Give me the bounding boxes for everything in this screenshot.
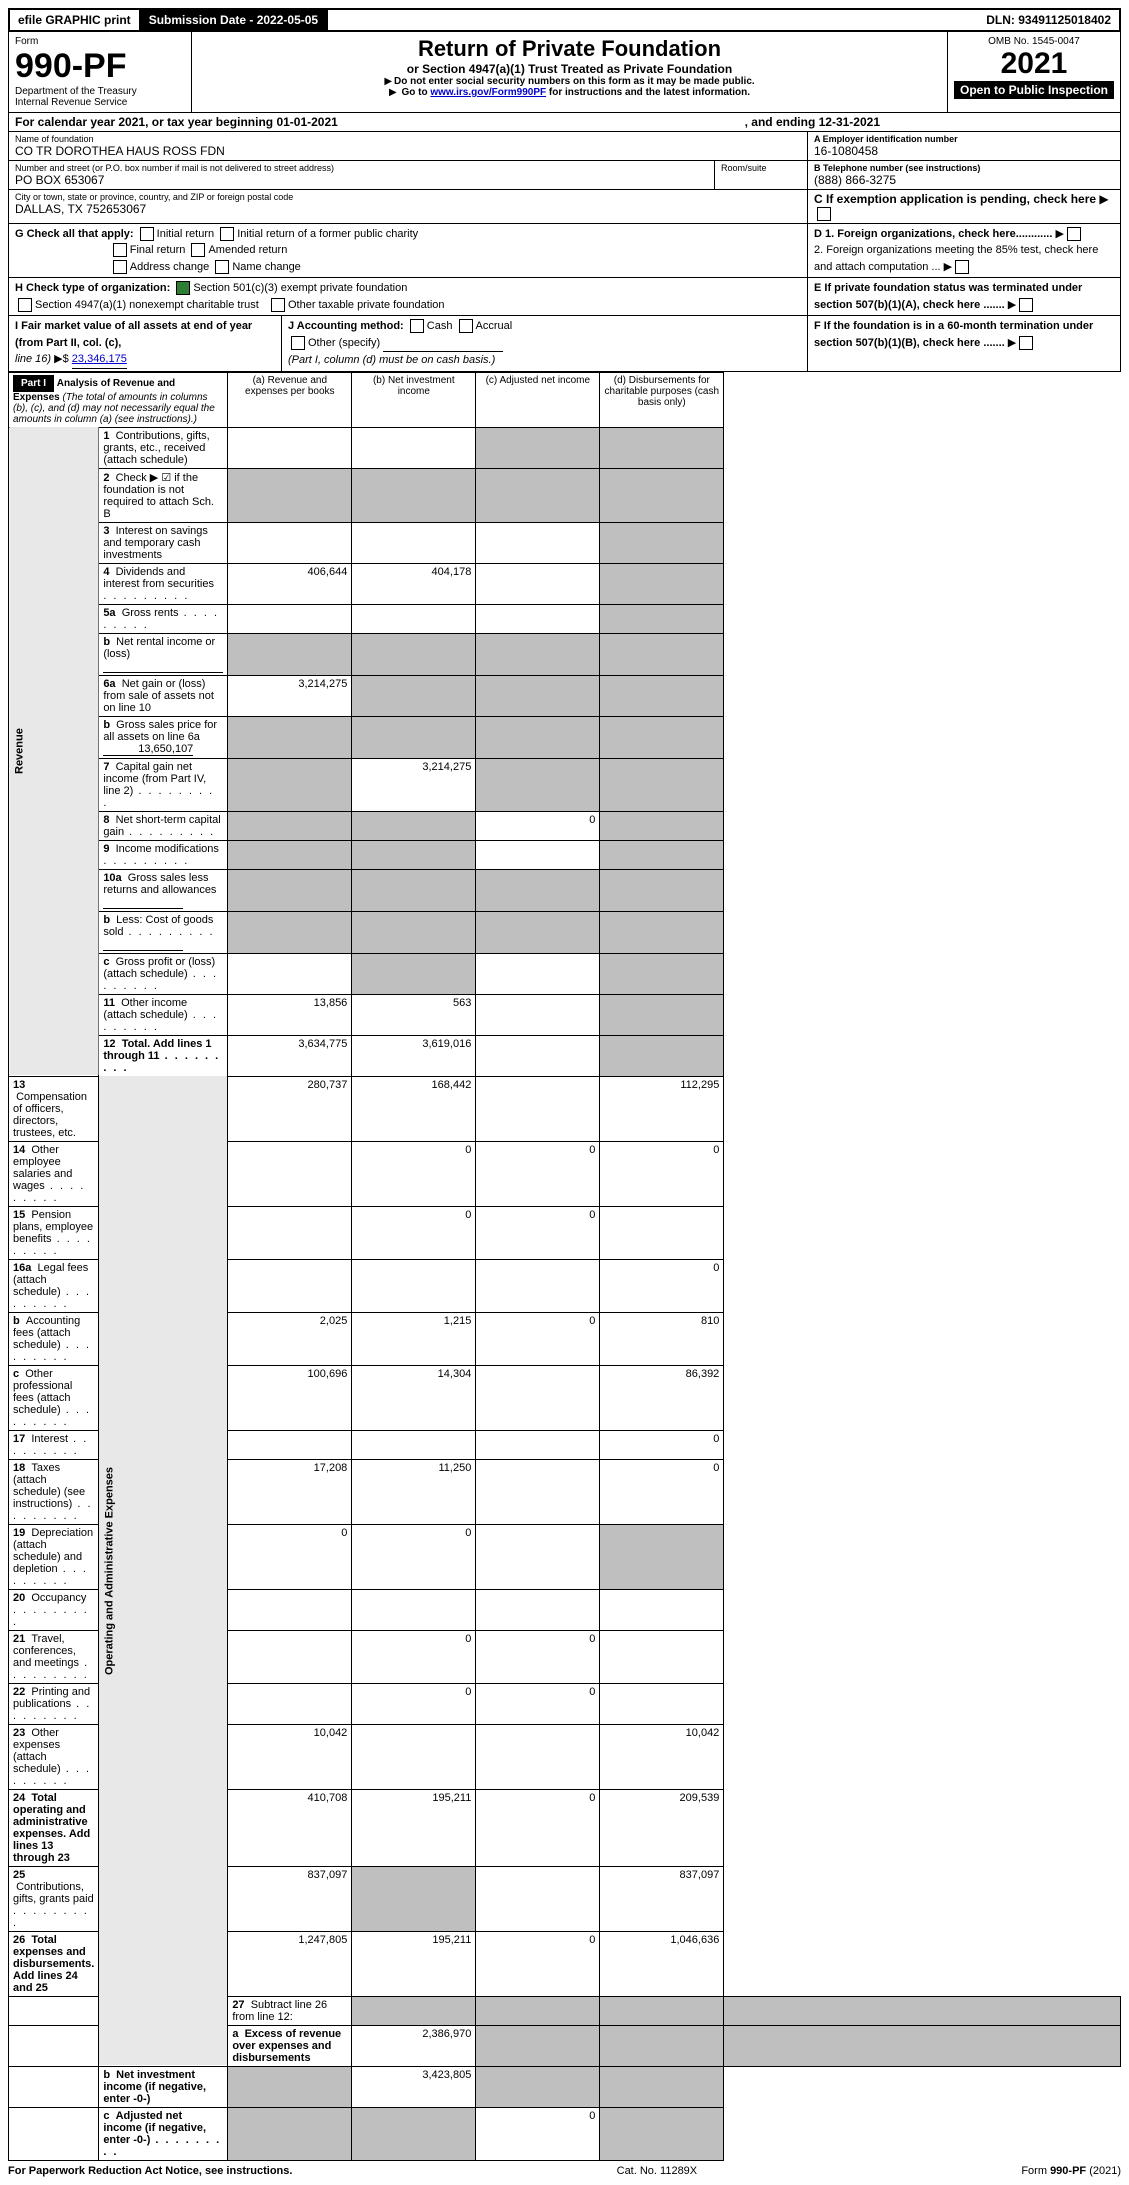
ijf-row: I Fair market value of all assets at end…: [8, 316, 1121, 372]
col-d: (d) Disbursements for charitable purpose…: [600, 372, 724, 427]
addr-row: Number and street (or P.O. box number if…: [8, 161, 1121, 190]
form-label: Form: [15, 36, 185, 47]
form-header: Form 990-PF Department of the Treasury I…: [8, 32, 1121, 113]
dln: DLN: 93491125018402: [978, 10, 1119, 30]
footer: For Paperwork Reduction Act Notice, see …: [8, 2161, 1121, 2177]
city-val: DALLAS, TX 752653067: [15, 202, 801, 216]
cal-end: , and ending 12-31-2021: [739, 113, 1120, 131]
efile-label: efile GRAPHIC print: [10, 10, 141, 30]
part1-tag: Part I: [13, 375, 54, 392]
tax-year: 2021: [954, 47, 1114, 81]
revenue-side: Revenue: [9, 427, 99, 1076]
phone-val: (888) 866-3275: [814, 173, 1114, 187]
form-number: 990-PF: [15, 47, 185, 86]
h-e-row: H Check type of organization: Section 50…: [8, 278, 1121, 316]
submission-date: Submission Date - 2022-05-05: [141, 10, 328, 30]
room-label: Room/suite: [721, 163, 801, 173]
form-sub2: Do not enter social security numbers on …: [198, 76, 941, 87]
j-label: J Accounting method:: [288, 320, 404, 332]
dept1: Department of the Treasury: [15, 86, 185, 97]
addr-val: PO BOX 653067: [15, 173, 708, 187]
box-c-check[interactable]: [817, 207, 831, 221]
box-f: F If the foundation is in a 60-month ter…: [814, 320, 1093, 349]
cal-begin: For calendar year 2021, or tax year begi…: [9, 113, 739, 131]
part1-table: Part I Analysis of Revenue and Expenses …: [8, 372, 1121, 2161]
phone-label: B Telephone number (see instructions): [814, 163, 1114, 173]
fmv-link[interactable]: 23,346,175: [72, 351, 127, 369]
name-label: Name of foundation: [15, 134, 801, 144]
d1: D 1. Foreign organizations, check here..…: [814, 228, 1052, 240]
ein-val: 16-1080458: [814, 144, 1114, 158]
footer-right: Form 990-PF (2021): [1021, 2165, 1121, 2177]
ein-label: A Employer identification number: [814, 134, 1114, 144]
efile-bar: efile GRAPHIC print Submission Date - 20…: [8, 8, 1121, 32]
footer-left: For Paperwork Reduction Act Notice, see …: [8, 2165, 292, 2177]
box-c: C If exemption application is pending, c…: [814, 192, 1096, 206]
h-label: H Check type of organization:: [15, 282, 170, 294]
dept2: Internal Revenue Service: [15, 97, 185, 108]
open-public: Open to Public Inspection: [954, 81, 1114, 99]
h-check-501c3[interactable]: [176, 281, 190, 295]
form-link[interactable]: www.irs.gov/Form990PF: [430, 87, 546, 98]
box-e: E If private foundation status was termi…: [814, 282, 1082, 311]
col-b: (b) Net investment income: [352, 372, 476, 427]
j-note: (Part I, column (d) must be on cash basi…: [288, 354, 495, 366]
col-a: (a) Revenue and expenses per books: [228, 372, 352, 427]
addr-label: Number and street (or P.O. box number if…: [15, 163, 708, 173]
foundation-name: CO TR DOROTHEA HAUS ROSS FDN: [15, 144, 801, 158]
form-sub3: Go to www.irs.gov/Form990PF for instruct…: [198, 87, 941, 98]
col-c: (c) Adjusted net income: [476, 372, 600, 427]
line6b-val: 13,650,107: [103, 743, 193, 756]
city-row: City or town, state or province, country…: [8, 190, 1121, 224]
calendar-row: For calendar year 2021, or tax year begi…: [8, 113, 1121, 132]
expense-side: Operating and Administrative Expenses: [99, 1076, 228, 2066]
g-d-row: G Check all that apply: Initial return I…: [8, 224, 1121, 279]
footer-mid: Cat. No. 11289X: [617, 2165, 698, 2177]
form-title: Return of Private Foundation: [198, 36, 941, 62]
name-ein-row: Name of foundation CO TR DOROTHEA HAUS R…: [8, 132, 1121, 161]
omb: OMB No. 1545-0047: [954, 36, 1114, 47]
i-label: I Fair market value of all assets at end…: [15, 320, 252, 349]
city-label: City or town, state or province, country…: [15, 192, 801, 202]
form-sub1: or Section 4947(a)(1) Trust Treated as P…: [198, 62, 941, 76]
g-label: G Check all that apply:: [15, 228, 134, 240]
